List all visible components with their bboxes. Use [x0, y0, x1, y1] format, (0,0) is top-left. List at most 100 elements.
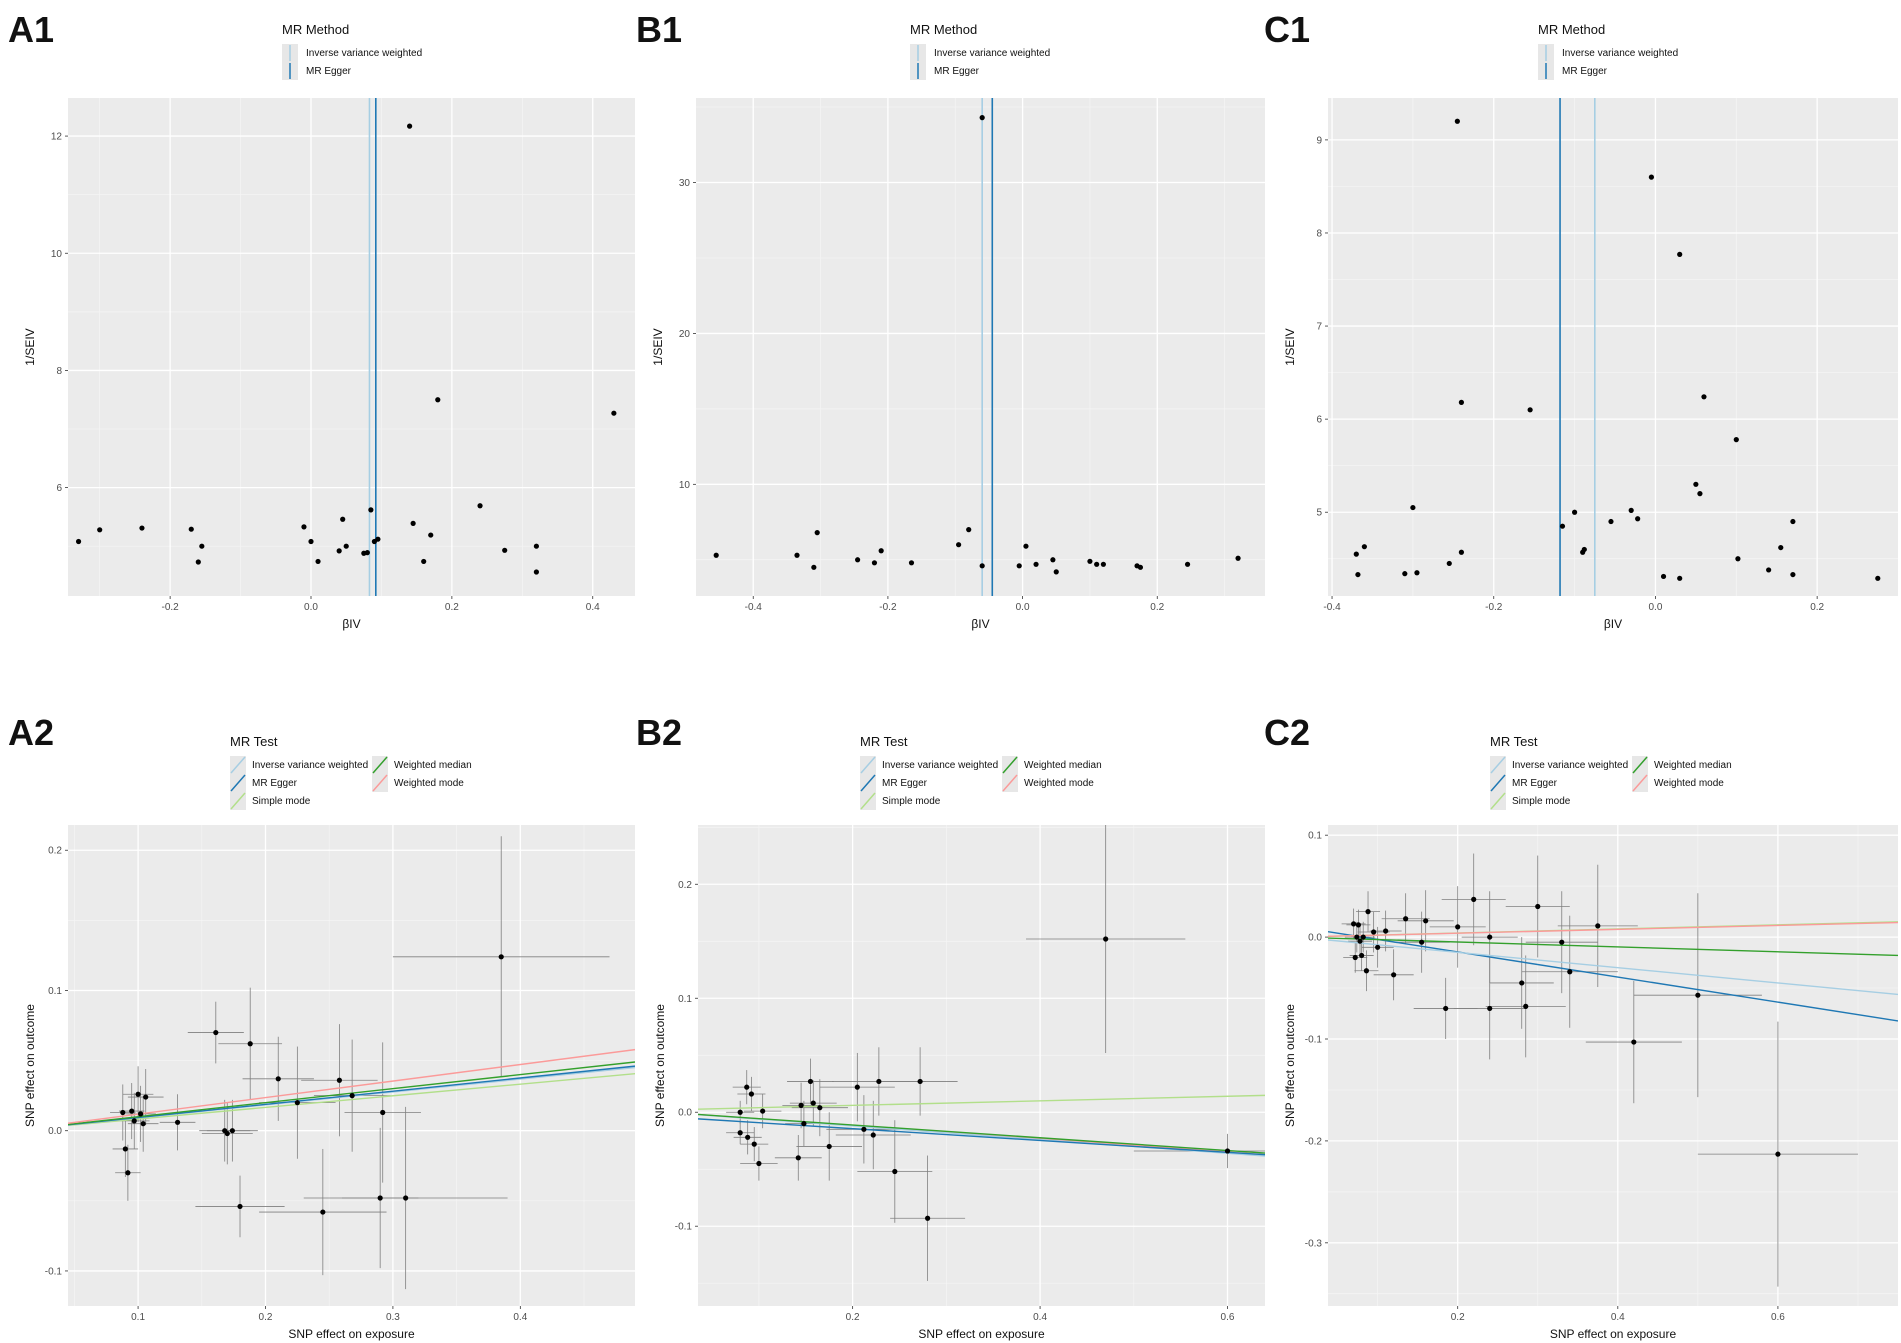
- data-point: [1454, 118, 1460, 124]
- data-layer: [68, 836, 635, 1290]
- data-point: [1695, 992, 1701, 998]
- data-point: [1875, 575, 1881, 581]
- data-point: [143, 1094, 149, 1100]
- panel-label: A1: [8, 9, 54, 50]
- legend-label: MR Egger: [252, 778, 298, 789]
- data-point: [1735, 556, 1741, 562]
- data-point: [1352, 954, 1358, 961]
- data-point: [1419, 939, 1425, 945]
- x-tick-label: 0.2: [445, 602, 459, 613]
- data-point: [403, 1195, 409, 1201]
- data-point: [1103, 936, 1109, 942]
- legend-label: MR Egger: [1512, 778, 1558, 789]
- grid-lines: [696, 98, 1265, 596]
- data-point: [817, 1105, 823, 1111]
- data-point: [801, 1121, 807, 1127]
- x-tick-label: -0.2: [1485, 602, 1503, 613]
- data-point: [1363, 968, 1370, 974]
- y-tick-label: 0.0: [678, 1108, 692, 1119]
- data-point: [760, 1108, 766, 1114]
- data-point: [1635, 516, 1641, 522]
- data-point: [878, 548, 884, 554]
- data-point: [1458, 549, 1465, 555]
- y-tick-label: 9: [1316, 135, 1322, 146]
- grid-lines: [68, 98, 635, 596]
- data-point: [1567, 969, 1573, 975]
- data-point: [477, 503, 483, 509]
- legend: MR Method Inverse variance weighted MR Egg…: [910, 22, 1050, 80]
- legend-label: Weighted mode: [1024, 778, 1094, 789]
- data-point: [1581, 546, 1587, 553]
- data-point: [237, 1203, 243, 1210]
- data-point: [1033, 561, 1039, 567]
- plot-background: [68, 98, 635, 596]
- data-point: [826, 1143, 832, 1150]
- data-point: [892, 1168, 898, 1175]
- data-point: [713, 552, 719, 558]
- data-layer: [75, 98, 617, 596]
- data-point: [364, 550, 370, 556]
- legend: MR Method Inverse variance weighted MR Egg…: [282, 22, 422, 80]
- y-tick-label: -0.1: [45, 1266, 63, 1277]
- data-point: [1354, 934, 1360, 940]
- legend-title: MR Test: [230, 734, 278, 749]
- legend-swatch-egger: [230, 774, 246, 792]
- data-point: [131, 1118, 137, 1124]
- data-point: [1677, 251, 1683, 257]
- data-point: [375, 536, 381, 542]
- data-point: [810, 1100, 816, 1106]
- data-point: [1137, 564, 1144, 570]
- data-point: [1766, 567, 1772, 573]
- data-point: [188, 526, 194, 532]
- data-point: [871, 560, 878, 566]
- data-point: [120, 1109, 126, 1116]
- data-point: [1184, 561, 1191, 567]
- data-point: [97, 527, 103, 533]
- data-point: [125, 1170, 131, 1176]
- data-layer: [698, 825, 1265, 1281]
- legend-label: MR Egger: [306, 66, 352, 77]
- data-point: [195, 559, 201, 565]
- data-point: [1701, 394, 1707, 400]
- y-tick-label: 20: [679, 329, 691, 340]
- data-point: [75, 538, 82, 545]
- y-tick-label: 30: [679, 178, 691, 189]
- fit-line-wmode: [1328, 921, 1898, 938]
- fit-line-wmedian: [698, 1113, 1265, 1154]
- data-point: [1775, 1151, 1781, 1157]
- data-point: [870, 1132, 876, 1138]
- plot-background: [696, 98, 1265, 596]
- data-point: [1357, 938, 1363, 944]
- y-tick-label: 0.1: [678, 994, 692, 1005]
- legend-label: Weighted median: [394, 760, 472, 771]
- legend-label: Simple mode: [882, 796, 941, 807]
- data-point: [814, 530, 820, 536]
- data-point: [1235, 555, 1241, 561]
- y-tick-label: 6: [56, 483, 62, 494]
- legend-label: Inverse variance weighted: [934, 48, 1050, 59]
- data-point: [275, 1076, 281, 1082]
- data-point: [1648, 174, 1655, 180]
- data-point: [380, 1109, 386, 1116]
- legend-title: MR Test: [1490, 734, 1538, 749]
- data-point: [611, 410, 617, 416]
- panel-label: C2: [1264, 712, 1310, 753]
- legend-title: MR Test: [860, 734, 908, 749]
- data-point: [1355, 922, 1362, 928]
- legend: MR Test Inverse variance weighted Weighted…: [1490, 734, 1732, 810]
- legend-label: Inverse variance weighted: [1562, 48, 1678, 59]
- data-point: [1359, 952, 1365, 959]
- legend-swatch-smode: [1490, 792, 1506, 810]
- legend-swatch-ivw: [1490, 756, 1506, 774]
- legend-label: Inverse variance weighted: [306, 48, 422, 59]
- legend-label: Weighted mode: [394, 778, 464, 789]
- data-point: [876, 1078, 882, 1085]
- data-point: [139, 525, 145, 531]
- y-tick-label: 10: [679, 480, 691, 491]
- data-point: [294, 1100, 300, 1106]
- data-point: [1375, 944, 1381, 950]
- fit-line-egger: [1328, 930, 1898, 1022]
- x-tick-label: 0.2: [1451, 1312, 1465, 1323]
- data-point: [368, 507, 374, 513]
- data-layer: [713, 98, 1241, 596]
